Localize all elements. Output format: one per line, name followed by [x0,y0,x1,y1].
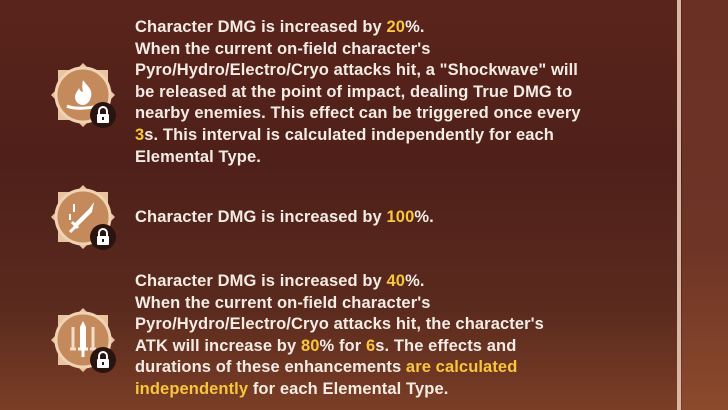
description-text: Character DMG is increased by [135,18,387,36]
buff-description: Character DMG is increased by 100%. [135,207,434,229]
description-line: Pyro/Hydro/Electro/Cryo attacks hit, a "… [135,60,581,82]
side-panel [682,0,728,410]
highlighted-value: independently [135,379,249,398]
description-text: When the current on-field character's [135,293,431,312]
swords-icon [50,307,116,373]
description-text: %. [405,272,425,290]
description-line: be released at the point of impact, deal… [135,82,581,104]
description-text: nearby enemies. This effect can be trigg… [135,104,581,123]
description-text: Character DMG is increased by [135,208,387,226]
description-text: Pyro/Hydro/Electro/Cryo attacks hit, the… [135,315,544,334]
sword-icon [50,184,116,250]
description-line: When the current on-field character's [135,293,544,315]
description-text: durations of these enhancements [135,358,406,377]
highlighted-value: 100 [386,208,415,226]
lock-icon [90,347,116,373]
highlighted-value: 20 [386,18,406,36]
description-line: Character DMG is increased by 40%. [135,271,544,293]
description-text: %. [405,18,425,36]
description-text: % for [319,336,366,355]
description-line: independently for each Elemental Type. [135,379,544,401]
description-line: ATK will increase by 80% for 6s. The eff… [135,336,544,358]
description-line: Character DMG is increased by 20%. [135,17,581,39]
highlighted-value: 6 [365,336,376,355]
description-text: ATK will increase by [135,336,301,355]
description-line: Elemental Type. [135,147,581,169]
description-line: Character DMG is increased by 100%. [135,207,434,229]
highlighted-value: 80 [300,336,320,355]
description-line: 3s. This interval is calculated independ… [135,125,581,147]
description-text: When the current on-field character's [135,39,431,58]
highlighted-value: 40 [386,272,406,290]
description-text: s. The effects and [375,336,517,355]
flame-icon [50,62,116,128]
description-line: nearby enemies. This effect can be trigg… [135,103,581,125]
buff-description: Character DMG is increased by 40%. When t… [135,271,544,401]
description-text: Character DMG is increased by [135,272,387,290]
highlighted-value: 3 [135,125,145,144]
buff-description: Character DMG is increased by 20%. When t… [135,17,581,168]
description-line: Pyro/Hydro/Electro/Cryo attacks hit, the… [135,314,544,336]
description-line: When the current on-field character's [135,39,581,61]
description-text: Elemental Type. [135,147,261,166]
description-text: Pyro/Hydro/Electro/Cryo attacks hit, a "… [135,61,578,80]
description-text: s. This interval is calculated independe… [144,125,554,144]
description-text: %. [414,208,434,226]
lock-icon [90,102,116,128]
scrollbar[interactable] [677,0,681,410]
description-text: for each Elemental Type. [248,379,449,398]
description-line: durations of these enhancements are calc… [135,357,544,379]
description-text: be released at the point of impact, deal… [135,82,573,101]
lock-icon [90,224,116,250]
highlighted-value: are calculated [405,358,518,377]
